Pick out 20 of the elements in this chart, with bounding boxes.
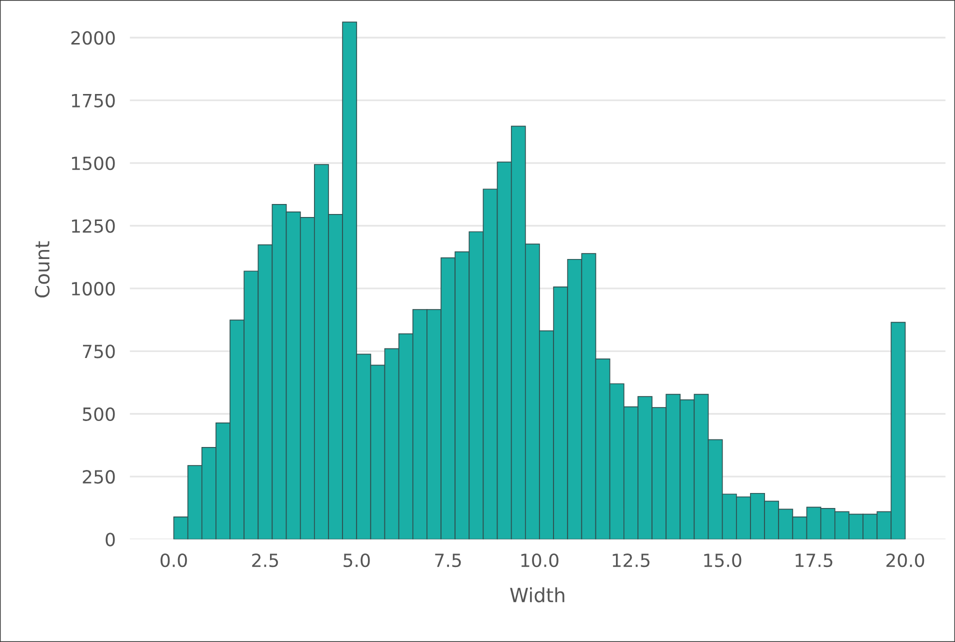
y-tick-label: 1500 [72, 156, 115, 170]
y-axis-title: Count [34, 241, 50, 298]
x-tick-label: 10.0 [521, 553, 558, 568]
x-tick-label: 20.0 [886, 553, 924, 568]
x-tick-label: 12.5 [612, 553, 650, 568]
x-tick-label: 2.5 [252, 553, 278, 568]
x-axis-title: Width [510, 587, 564, 602]
y-tick-label: 1750 [72, 94, 115, 108]
x-tick-label: 15.0 [704, 553, 742, 568]
x-tick-label: 17.5 [796, 554, 832, 568]
y-tick-label: 2000 [71, 31, 115, 45]
x-tick-label: 5.0 [344, 553, 370, 568]
y-tick-label: 1250 [72, 219, 115, 233]
y-tick-label: 750 [83, 344, 115, 358]
y-tick-label: 500 [82, 407, 115, 421]
x-tick-label: 7.5 [435, 554, 461, 568]
x-tick-label: 0.0 [160, 553, 187, 568]
y-tick-label: 1000 [72, 282, 115, 296]
y-tick-label: 250 [82, 470, 115, 484]
y-tick-label: 0 [106, 532, 115, 546]
